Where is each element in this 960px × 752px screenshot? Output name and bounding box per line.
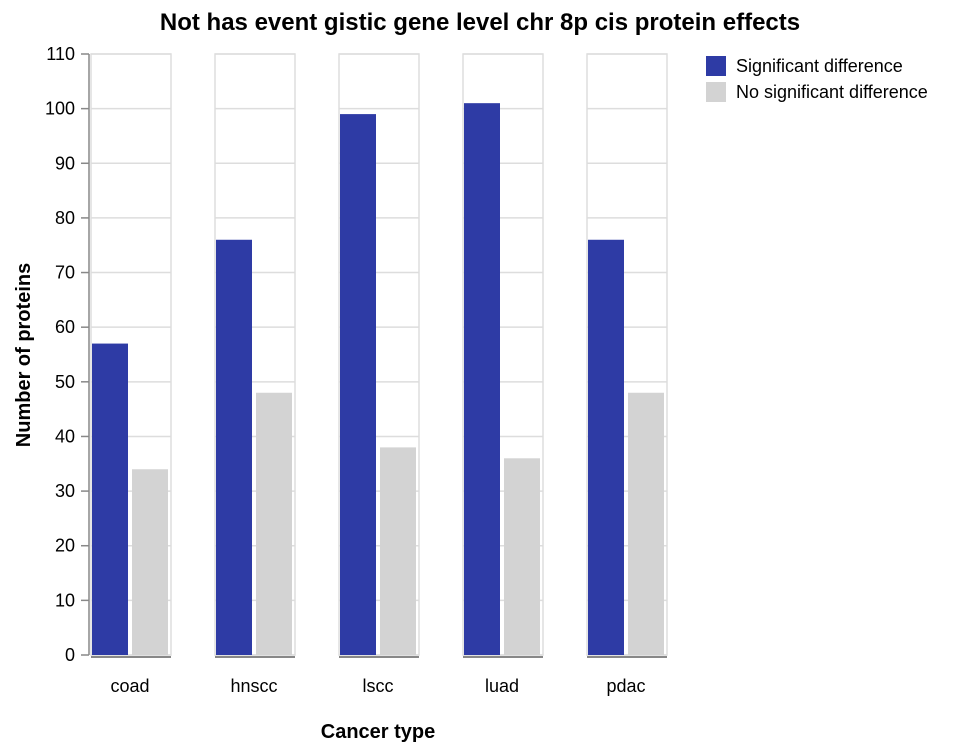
bar-hnscc-series-0 <box>216 239 252 655</box>
y-tick-label-50: 50 <box>55 372 75 392</box>
x-axis-title: Cancer type <box>321 721 436 743</box>
y-tick-label-10: 10 <box>55 590 75 610</box>
legend: Significant difference No significant dif… <box>706 56 928 102</box>
x-tick-label-hnscc: hnscc <box>230 676 277 696</box>
chart-title: Not has event gistic gene level chr 8p c… <box>160 9 800 36</box>
panel-coad: coad <box>90 53 172 696</box>
legend-swatch-0 <box>706 56 726 76</box>
y-tick-label-30: 30 <box>55 481 75 501</box>
legend-swatch-1 <box>706 82 726 102</box>
panel-hnscc: hnscc <box>214 53 296 696</box>
panel-pdac: pdac <box>586 53 668 696</box>
x-tick-label-lscc: lscc <box>363 676 394 696</box>
y-tick-label-90: 90 <box>55 153 75 173</box>
bar-luad-series-1 <box>504 458 540 655</box>
y-tick-label-80: 80 <box>55 208 75 228</box>
x-tick-label-luad: luad <box>485 676 519 696</box>
plot-area: 0 10 20 30 40 50 60 70 80 90 100 110 coad hnscc lscc lu… <box>45 44 668 696</box>
panel-frame <box>338 53 420 656</box>
panel-frame <box>586 53 668 656</box>
panel-frame <box>214 53 296 656</box>
y-tick-label-100: 100 <box>45 99 75 119</box>
bar-luad-series-0 <box>464 103 500 655</box>
panel-frame <box>462 53 544 656</box>
legend-label-1: No significant difference <box>736 82 928 102</box>
y-tick-label-70: 70 <box>55 263 75 283</box>
y-tick-label-110: 110 <box>46 44 75 64</box>
bar-lscc-series-1 <box>380 447 416 655</box>
bar-lscc-series-0 <box>340 114 376 656</box>
x-tick-label-coad: coad <box>110 676 149 696</box>
y-tick-label-0: 0 <box>65 645 75 665</box>
bar-pdac-series-0 <box>588 239 624 655</box>
y-axis-title: Number of proteins <box>13 263 35 447</box>
bar-coad-series-0 <box>92 343 128 655</box>
panel-luad: luad <box>462 53 544 696</box>
bar-hnscc-series-1 <box>256 392 292 655</box>
panel-lscc: lscc <box>338 53 420 696</box>
legend-label-0: Significant difference <box>736 56 903 76</box>
y-tick-label-40: 40 <box>55 426 75 446</box>
bar-pdac-series-1 <box>628 392 664 655</box>
x-tick-label-pdac: pdac <box>606 676 645 696</box>
bar-coad-series-1 <box>132 469 168 655</box>
panel-frame <box>90 53 172 656</box>
y-tick-label-20: 20 <box>55 536 75 556</box>
y-tick-label-60: 60 <box>55 317 75 337</box>
